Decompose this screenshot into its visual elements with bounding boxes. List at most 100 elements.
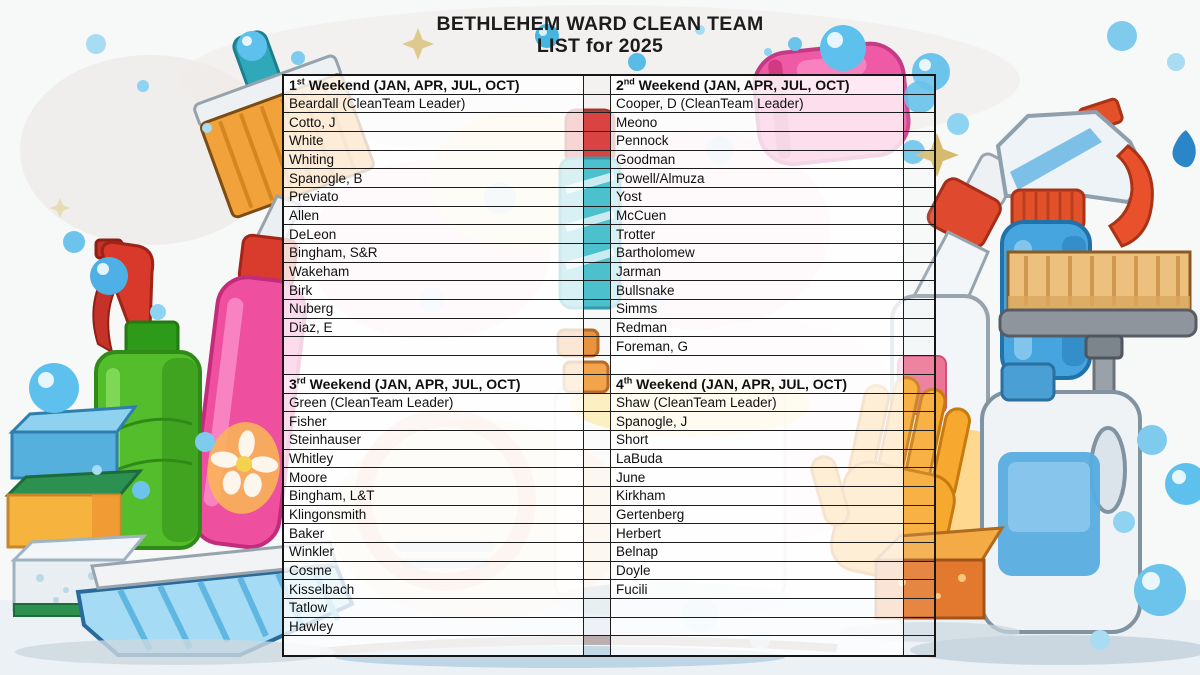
ordinal-suffix: st [296, 76, 305, 87]
empty-cell [611, 636, 904, 655]
spacer-cell [584, 524, 611, 543]
empty-cell [611, 598, 904, 618]
member-cell: Birk [284, 281, 584, 301]
spacer-cell [584, 393, 611, 413]
member-cell: Cooper, D (CleanTeam Leader) [611, 94, 904, 114]
spacer-cell [904, 598, 934, 618]
member-cell: Gertenberg [611, 505, 904, 525]
spacer-cell [904, 206, 934, 226]
spacer-cell [904, 468, 934, 487]
empty-cell [611, 617, 904, 637]
member-cell: Green (CleanTeam Leader) [284, 393, 584, 413]
spacer-cell [584, 505, 611, 525]
empty-cell [284, 636, 584, 655]
ordinal: 4 [616, 375, 624, 392]
spacer-cell [904, 412, 934, 431]
spacer-cell [584, 468, 611, 487]
spacer-cell [584, 636, 611, 655]
member-cell: Bingham, L&T [284, 486, 584, 506]
spacer-cell [904, 449, 934, 469]
member-cell: Kirkham [611, 486, 904, 506]
member-cell: Meono [611, 113, 904, 133]
spacer-cell [584, 262, 611, 282]
spacer-cell [584, 244, 611, 263]
empty-cell [611, 356, 904, 375]
spacer-cell [584, 225, 611, 245]
spacer-cell [904, 337, 934, 357]
spacer-cell [904, 150, 934, 170]
member-cell: Winkler [284, 542, 584, 562]
spacer-cell [584, 318, 611, 338]
member-cell: Doyle [611, 561, 904, 581]
spacer-cell [904, 636, 934, 655]
spacer-cell [904, 244, 934, 263]
member-cell: Tatlow [284, 598, 584, 618]
spacer-cell [584, 412, 611, 431]
member-cell: Trotter [611, 225, 904, 245]
member-cell: Moore [284, 468, 584, 487]
spacer-cell [584, 188, 611, 207]
member-cell: Redman [611, 318, 904, 338]
member-cell: Wakeham [284, 262, 584, 282]
spacer-cell [584, 598, 611, 618]
member-cell: Whitley [284, 449, 584, 469]
member-cell: Hawley [284, 617, 584, 637]
spacer-cell [904, 113, 934, 133]
spacer-cell [904, 393, 934, 413]
member-cell: Spanogle, J [611, 412, 904, 431]
member-cell: Bartholomew [611, 244, 904, 263]
title-line-1: BETHLEHEM WARD CLEAN TEAM [436, 13, 764, 35]
spacer-cell [584, 206, 611, 226]
spacer-cell [584, 374, 611, 394]
member-cell: DeLeon [284, 225, 584, 245]
ordinal: 3 [289, 375, 297, 392]
member-cell: Bullsnake [611, 281, 904, 301]
spacer-cell [584, 580, 611, 599]
member-cell: Kisselbach [284, 580, 584, 599]
empty-cell [284, 337, 584, 357]
member-cell: Spanogle, B [284, 169, 584, 189]
poster-title: BETHLEHEM WARD CLEAN TEAM LIST for 2025 [0, 13, 1200, 57]
member-cell: Simms [611, 300, 904, 319]
spacer-cell [904, 486, 934, 506]
ordinal: 1 [289, 76, 297, 93]
member-cell: Jarman [611, 262, 904, 282]
spacer-cell [904, 132, 934, 151]
spacer-cell [904, 374, 934, 394]
spacer-cell [904, 169, 934, 189]
spacer-cell [584, 337, 611, 357]
header-text: Weekend (JAN, APR, JUL, OCT) [634, 76, 850, 93]
member-cell: Belnap [611, 542, 904, 562]
spacer-cell [584, 300, 611, 319]
member-cell: Beardall (CleanTeam Leader) [284, 94, 584, 114]
spacer-cell [904, 542, 934, 562]
ordinal-suffix: rd [296, 375, 306, 386]
spacer-cell [904, 225, 934, 245]
member-cell: Klingonsmith [284, 505, 584, 525]
header-text: Weekend (JAN, APR, JUL, OCT) [305, 375, 521, 392]
member-cell: Fisher [284, 412, 584, 431]
spacer-cell [904, 300, 934, 319]
spacer-cell [584, 94, 611, 114]
member-cell: Yost [611, 188, 904, 207]
spacer-cell [584, 356, 611, 375]
spacer-cell [584, 169, 611, 189]
header-text: Weekend (JAN, APR, JUL, OCT) [304, 76, 520, 93]
member-cell: Steinhauser [284, 430, 584, 450]
spacer-cell [584, 132, 611, 151]
member-cell: White [284, 132, 584, 151]
weekend-header: 2nd Weekend (JAN, APR, JUL, OCT) [611, 76, 904, 95]
member-cell: Diaz, E [284, 318, 584, 338]
spacer-cell [584, 486, 611, 506]
member-cell: Pennock [611, 132, 904, 151]
member-cell: LaBuda [611, 449, 904, 469]
spacer-cell [904, 188, 934, 207]
member-cell: Nuberg [284, 300, 584, 319]
ordinal-suffix: nd [623, 76, 635, 87]
member-cell: Cosme [284, 561, 584, 581]
title-line-2: LIST for 2025 [536, 35, 664, 57]
member-cell: Shaw (CleanTeam Leader) [611, 393, 904, 413]
empty-cell [284, 356, 584, 375]
spacer-cell [584, 76, 611, 95]
spacer-cell [584, 113, 611, 133]
